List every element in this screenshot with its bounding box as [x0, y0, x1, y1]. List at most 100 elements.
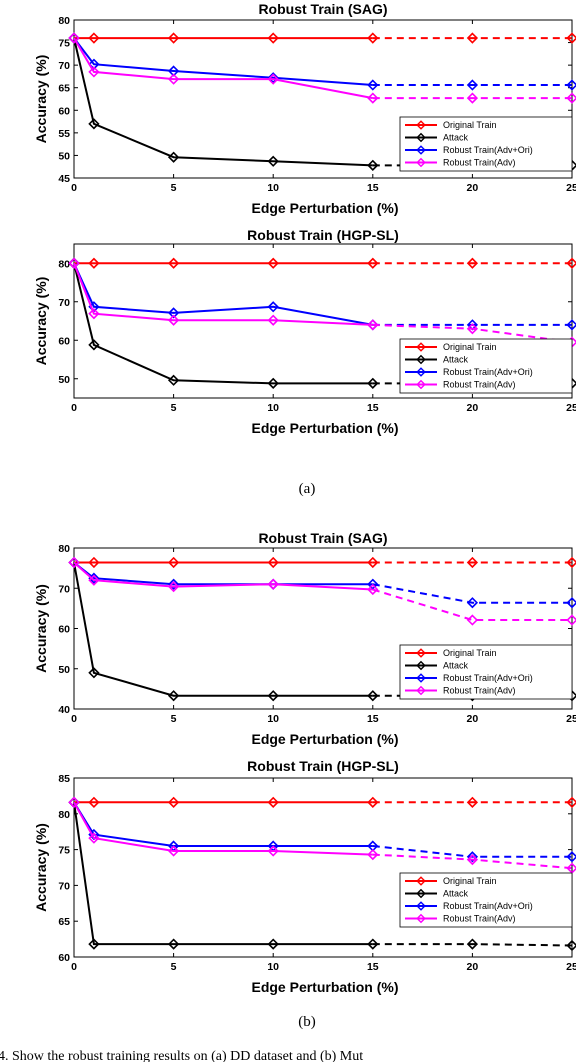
- legend-marker: [416, 145, 426, 155]
- y-tick-label: 70: [58, 583, 70, 595]
- data-point: [367, 556, 379, 569]
- data-point: [267, 72, 279, 84]
- x-tick-label: 10: [267, 713, 279, 725]
- x-axis-label: Edge Perturbation (%): [251, 200, 398, 216]
- data-point: [88, 118, 100, 130]
- series-line-dashed: [372, 853, 573, 870]
- x-tick-label: 25: [566, 961, 576, 973]
- legend-label: Robust Train(Adv): [443, 686, 516, 696]
- data-point: [367, 79, 379, 91]
- data-point: [88, 308, 100, 320]
- data-point: [88, 257, 100, 269]
- data-point: [88, 938, 100, 950]
- legend-label: Robust Train(Adv): [443, 914, 516, 924]
- plot-frame: [73, 19, 573, 179]
- legend-marker: [416, 660, 426, 671]
- data-point: [68, 32, 80, 44]
- data-point: [367, 583, 379, 596]
- data-point: [367, 848, 379, 861]
- data-point: [88, 556, 100, 569]
- data-point: [167, 257, 180, 269]
- data-point: [267, 377, 279, 390]
- legend-marker: [416, 913, 426, 924]
- x-tick-label: 15: [367, 961, 379, 973]
- legend-marker: [416, 379, 426, 390]
- legend-label: Original Train: [443, 342, 497, 352]
- data-point: [167, 556, 180, 569]
- series-line-solid: [73, 561, 373, 591]
- x-tick-label: 0: [71, 402, 77, 414]
- data-point: [466, 323, 479, 335]
- y-tick-label: 60: [58, 335, 70, 347]
- legend-label: Original Train: [443, 876, 497, 886]
- y-tick-label: 80: [58, 15, 70, 27]
- legend-label: Robust Train(Adv+Ori): [443, 145, 533, 155]
- y-tick-label: 70: [58, 60, 70, 72]
- series-line-dashed: [372, 583, 572, 604]
- series-robust-train-adv: [68, 556, 576, 626]
- data-point: [466, 614, 479, 626]
- y-tick-label: 70: [58, 297, 70, 309]
- y-tick-label: 60: [58, 952, 70, 964]
- legend-label: Attack: [443, 661, 469, 671]
- x-tick-label: 20: [467, 713, 479, 725]
- data-point: [267, 257, 279, 269]
- legend-marker: [416, 354, 426, 365]
- plot-frame: [73, 777, 573, 958]
- data-point: [566, 79, 576, 91]
- y-tick-label: 75: [58, 38, 70, 50]
- legend-marker: [416, 648, 426, 658]
- data-point: [566, 851, 576, 863]
- data-point: [167, 796, 180, 808]
- y-tick-label: 60: [58, 624, 70, 636]
- x-tick-label: 20: [467, 402, 479, 414]
- data-point: [88, 574, 100, 586]
- data-point: [566, 319, 576, 331]
- data-point: [466, 92, 479, 104]
- data-point: [466, 79, 479, 91]
- series-line-solid: [73, 802, 373, 946]
- chart-title: Robust Train (HGP-SL): [247, 227, 399, 243]
- legend-label: Attack: [443, 889, 469, 899]
- data-point: [267, 938, 279, 950]
- y-tick-label: 60: [58, 105, 70, 117]
- legend-marker: [416, 685, 426, 696]
- x-tick-label: 20: [467, 961, 479, 973]
- data-point: [466, 257, 479, 269]
- data-point: [566, 92, 576, 104]
- legend-label: Attack: [443, 133, 469, 143]
- figure-caption: 4. Show the robust training results on (…: [0, 1049, 363, 1062]
- y-axis-label: Accuracy (%): [33, 584, 49, 673]
- y-tick-label: 65: [58, 916, 70, 928]
- data-point: [267, 690, 279, 702]
- y-tick-label: 75: [58, 845, 70, 857]
- data-point: [88, 32, 100, 44]
- x-tick-label: 5: [171, 713, 177, 725]
- x-tick-label: 10: [267, 182, 279, 194]
- legend-marker: [416, 888, 426, 899]
- data-point: [566, 556, 576, 569]
- x-tick-label: 0: [71, 182, 77, 194]
- data-point: [267, 556, 279, 569]
- data-point: [267, 578, 279, 590]
- x-tick-label: 25: [566, 402, 576, 414]
- y-tick-label: 80: [58, 809, 70, 821]
- data-point: [466, 597, 479, 609]
- x-tick-label: 5: [171, 402, 177, 414]
- data-point: [267, 73, 279, 85]
- series-original-train: [68, 556, 576, 569]
- data-point: [68, 257, 80, 269]
- series-original-train: [68, 32, 576, 44]
- legend-marker: [416, 673, 426, 683]
- y-tick-label: 70: [58, 880, 70, 892]
- data-point: [367, 257, 379, 269]
- x-tick-label: 15: [367, 713, 379, 725]
- series-line-solid: [73, 561, 373, 586]
- data-point: [466, 556, 479, 569]
- x-axis-label: Edge Perturbation (%): [251, 979, 398, 995]
- data-point: [367, 32, 379, 44]
- series-line-solid: [73, 37, 373, 167]
- data-point: [466, 938, 479, 950]
- y-tick-label: 45: [58, 173, 70, 185]
